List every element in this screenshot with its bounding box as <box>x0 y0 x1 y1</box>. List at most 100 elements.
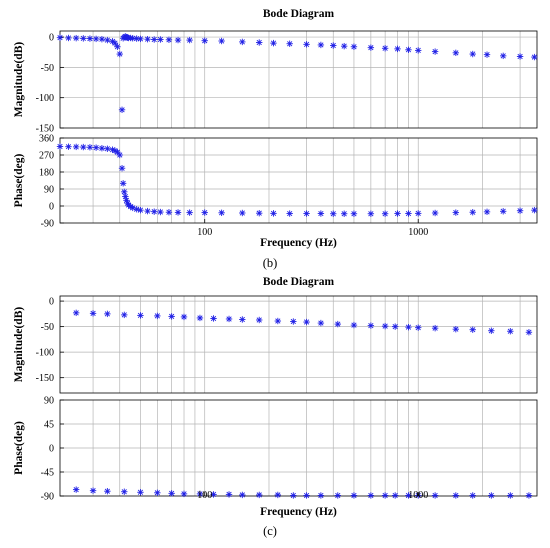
marker-stroke <box>488 492 494 499</box>
data-point <box>239 209 246 217</box>
marker-stroke <box>151 36 157 43</box>
marker-stroke <box>318 42 324 48</box>
marker-stroke <box>80 144 86 150</box>
data-point <box>98 144 106 152</box>
marker-stroke <box>154 490 160 496</box>
marker-stroke <box>239 316 245 323</box>
data-point <box>239 491 246 499</box>
y-axis-label: Magnitude(dB) <box>13 42 25 118</box>
marker-stroke <box>330 211 336 217</box>
data-point <box>65 34 72 42</box>
data-point <box>431 324 439 332</box>
marker-stroke <box>121 189 127 195</box>
marker-stroke <box>122 193 128 200</box>
data-point <box>431 48 439 55</box>
marker-stroke <box>275 492 281 498</box>
marker-stroke <box>368 322 374 329</box>
marker-stroke <box>114 149 121 155</box>
y-tick-label: -45 <box>41 468 54 479</box>
marker-stroke <box>65 144 72 150</box>
data-point <box>340 42 348 50</box>
marker-stroke <box>453 209 459 216</box>
marker-stroke <box>87 144 93 150</box>
data-point <box>394 210 401 217</box>
data-point <box>111 39 119 47</box>
marker-stroke <box>137 207 144 213</box>
data-point <box>168 490 175 497</box>
marker-stroke <box>144 36 151 42</box>
y-tick-label: 180 <box>39 168 54 179</box>
data-point <box>317 41 325 49</box>
marker-stroke <box>270 40 277 46</box>
data-point <box>137 489 144 496</box>
marker-stroke <box>531 207 538 213</box>
data-point <box>168 313 175 320</box>
marker-stroke <box>351 492 357 499</box>
data-point <box>483 51 491 58</box>
marker-stroke <box>175 37 181 43</box>
marker-stroke <box>341 43 347 49</box>
data-point <box>80 35 87 42</box>
data-point <box>270 39 277 47</box>
x-tick-label: 1000 <box>408 227 428 238</box>
data-point <box>121 188 128 196</box>
data-point <box>334 320 341 328</box>
data-point <box>350 321 358 329</box>
marker-stroke <box>287 210 293 217</box>
data-point <box>239 38 246 46</box>
marker-stroke <box>335 321 341 327</box>
data-point <box>144 35 151 43</box>
data-point <box>303 210 310 217</box>
data-point <box>186 209 193 216</box>
marker-stroke <box>415 210 421 216</box>
data-point <box>274 317 282 325</box>
data-point <box>452 209 460 216</box>
marker-stroke <box>73 144 79 150</box>
data-point <box>367 492 375 499</box>
marker-stroke <box>484 209 490 215</box>
data-point <box>469 492 476 499</box>
y-tick-label: 0 <box>49 33 54 44</box>
y-tick-label: 0 <box>49 444 54 455</box>
data-point <box>137 206 144 214</box>
marker-stroke <box>128 203 134 210</box>
data-point <box>350 210 358 217</box>
marker-stroke <box>318 210 324 217</box>
data-point <box>394 45 401 53</box>
marker-stroke <box>239 39 245 45</box>
data-point <box>405 46 412 53</box>
data-point <box>290 318 297 325</box>
data-point <box>303 492 310 499</box>
data-point <box>405 210 412 217</box>
data-point <box>157 36 164 43</box>
marker-stroke <box>470 209 476 215</box>
marker-stroke <box>517 208 523 214</box>
x-axis-label: Frequency (Hz) <box>260 506 337 518</box>
marker-stroke <box>134 206 140 212</box>
marker-stroke <box>187 209 193 216</box>
data-point <box>286 210 293 217</box>
plot-area <box>60 31 537 128</box>
marker-stroke <box>531 54 538 60</box>
marker-stroke <box>226 491 232 498</box>
marker-stroke <box>65 35 72 41</box>
marker-stroke <box>80 35 86 42</box>
data-point <box>317 319 325 327</box>
marker-stroke <box>453 492 459 499</box>
y-tick-label: -90 <box>41 492 54 503</box>
data-point <box>256 316 263 324</box>
marker-stroke <box>394 46 401 52</box>
data-point <box>516 53 524 60</box>
marker-stroke <box>405 47 412 53</box>
y-tick-label: 90 <box>44 185 54 196</box>
data-point <box>72 309 80 317</box>
data-point <box>516 207 524 214</box>
data-point <box>317 210 325 217</box>
marker-stroke <box>303 492 310 499</box>
marker-stroke <box>405 324 412 330</box>
marker-stroke <box>90 488 96 494</box>
marker-stroke <box>202 209 208 216</box>
y-axis-label: Phase(deg) <box>13 421 25 475</box>
marker-stroke <box>303 210 310 217</box>
marker-stroke <box>112 40 118 46</box>
